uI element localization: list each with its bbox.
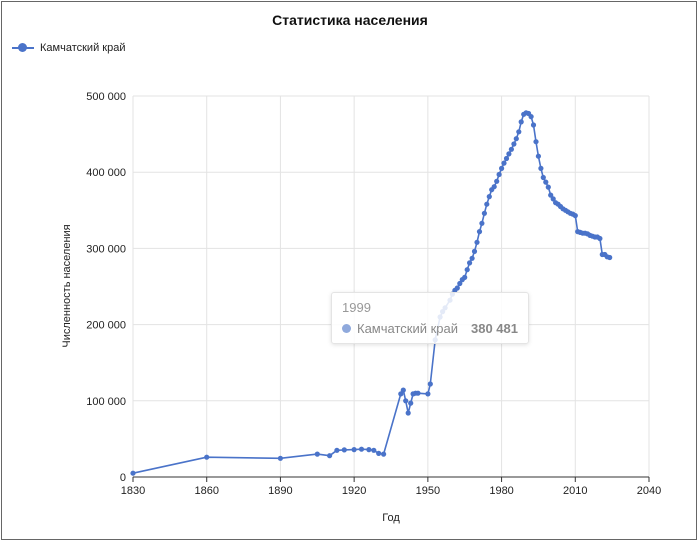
legend-item[interactable]: Камчатский край: [12, 42, 125, 54]
data-point: [516, 129, 522, 135]
data-point: [494, 178, 500, 184]
data-point: [469, 255, 475, 261]
x-tick-label: 2010: [563, 485, 587, 497]
data-point: [548, 192, 554, 198]
data-point: [503, 155, 510, 162]
legend-label: Камчатский край: [40, 42, 126, 54]
data-point: [491, 184, 497, 190]
data-point: [474, 239, 480, 245]
data-point: [540, 174, 546, 181]
data-point: [400, 387, 406, 393]
data-point: [597, 235, 603, 242]
data-point: [508, 146, 514, 152]
data-point: [550, 196, 556, 202]
data-point: [454, 285, 460, 291]
tooltip-series-name: Камчатский край: [357, 321, 458, 336]
data-point: [511, 141, 517, 147]
data-point: [130, 470, 136, 476]
data-point: [467, 260, 473, 266]
data-point: [501, 160, 507, 166]
data-point: [334, 447, 340, 453]
data-point: [457, 280, 463, 287]
data-point: [538, 165, 544, 171]
x-tick-label: 1950: [416, 485, 440, 497]
data-point: [464, 267, 470, 273]
data-point: [376, 450, 382, 456]
data-point: [425, 391, 431, 397]
data-point: [462, 274, 468, 280]
y-axis-title: Численность населения: [61, 224, 73, 347]
data-point: [528, 114, 534, 120]
y-tick-label: 100 000: [86, 396, 126, 408]
data-point: [530, 122, 537, 128]
data-point: [572, 213, 578, 219]
y-tick-label: 500 000: [86, 91, 126, 103]
x-axis-title: Год: [382, 512, 400, 524]
data-point: [607, 254, 613, 261]
x-tick-label: 1860: [194, 485, 218, 497]
chart-title: Статистика населения: [272, 12, 428, 28]
data-point: [499, 165, 505, 171]
tooltip-year: 1999: [342, 300, 371, 315]
data-point: [358, 446, 365, 452]
data-point: [479, 220, 485, 226]
data-point: [405, 410, 411, 416]
data-point: [513, 136, 519, 142]
data-point: [204, 454, 210, 460]
data-point: [518, 119, 524, 125]
data-point: [471, 248, 478, 254]
data-point: [484, 201, 490, 207]
x-tick-label: 1890: [268, 485, 292, 497]
data-point: [277, 455, 283, 461]
data-point: [496, 171, 502, 178]
data-point: [415, 390, 421, 396]
data-point: [341, 447, 347, 453]
data-point: [543, 179, 549, 185]
y-tick-label: 400 000: [86, 167, 126, 179]
data-point: [408, 400, 414, 406]
y-tick-label: 0: [120, 472, 126, 484]
y-tick-label: 300 000: [86, 243, 126, 255]
data-point: [533, 139, 539, 145]
data-point: [366, 447, 372, 453]
x-tick-label: 1830: [121, 485, 145, 497]
x-tick-label: 2040: [637, 485, 661, 497]
data-point: [535, 153, 542, 159]
data-point: [314, 451, 320, 457]
data-point: [427, 381, 433, 387]
legend-marker-icon: [12, 42, 34, 54]
data-point: [545, 184, 551, 190]
data-point: [403, 398, 409, 404]
data-point: [381, 451, 387, 457]
data-point: [486, 194, 492, 200]
data-point: [351, 447, 357, 453]
x-tick-label: 1920: [342, 485, 366, 497]
x-tick-label: 1980: [489, 485, 513, 497]
data-point: [398, 391, 404, 397]
data-point: [476, 229, 483, 235]
tooltip: 1999 Камчатский край 380 481: [331, 292, 529, 344]
data-point: [481, 210, 487, 216]
y-tick-label: 200 000: [86, 320, 126, 332]
data-point: [327, 453, 333, 459]
tooltip-series-dot-icon: [342, 324, 351, 333]
data-point: [371, 447, 377, 453]
data-point: [506, 151, 512, 157]
tooltip-value: 380 481: [471, 321, 518, 336]
